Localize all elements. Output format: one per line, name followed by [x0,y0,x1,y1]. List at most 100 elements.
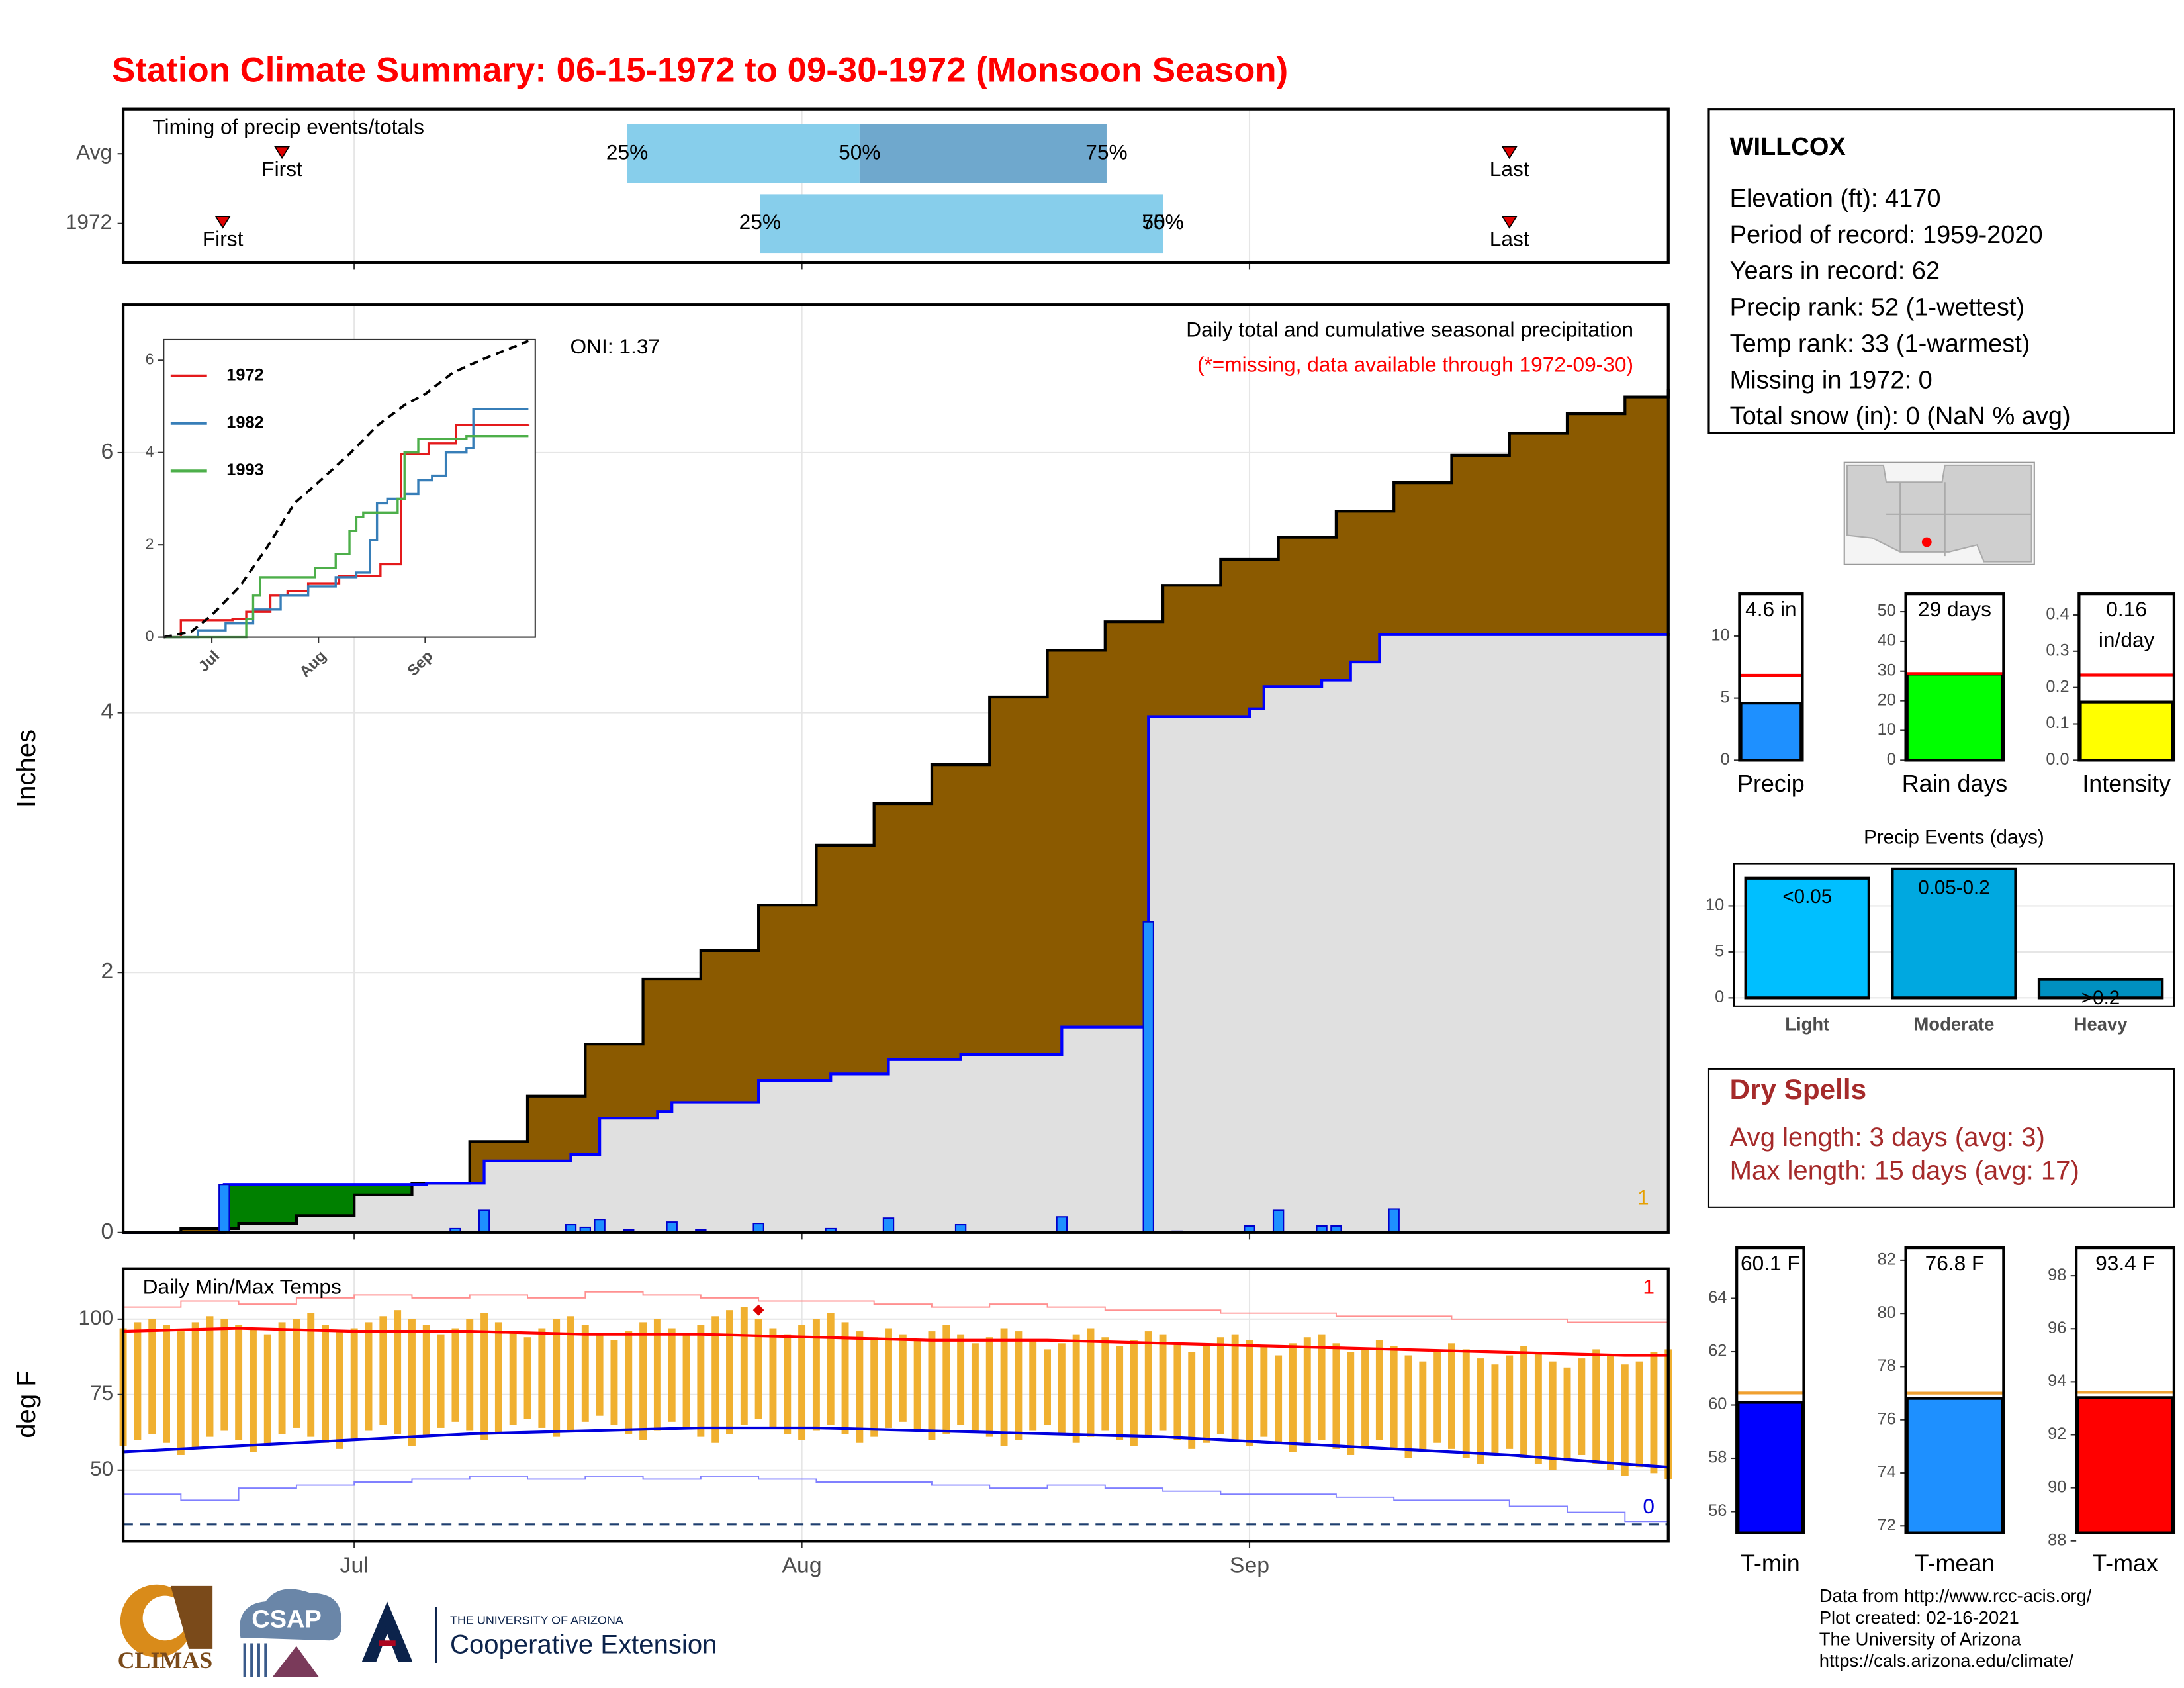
daily-temp-bar [985,1337,993,1437]
inset-frame [163,338,536,638]
count-label: 1 [1637,1186,1649,1209]
daily-temp-bar [1318,1334,1326,1440]
y-tick-label: 98 [2048,1266,2066,1284]
extension-text: Cooperative Extension [450,1630,717,1659]
daily-temp-bar [567,1316,574,1431]
category-label: Moderate [1913,1014,1994,1035]
bar [2079,700,2174,762]
bar [2076,1396,2174,1534]
daily-bar [1272,1209,1285,1233]
daily-temp-bar [177,1331,185,1455]
daily-temp-bar [711,1316,719,1443]
daily-temp-bar [1260,1346,1268,1437]
daily-temp-bar [350,1328,358,1440]
daily-temp-bar [697,1325,705,1437]
daily-temp-bar [379,1316,387,1425]
value-label: 93.4 F [2095,1252,2155,1276]
daily-temp-bar [263,1334,271,1446]
daily-bar [478,1209,490,1233]
csap-rain [243,1643,267,1677]
station-info: Precip rank: 52 (1-wettest) [1730,294,2025,322]
plot-frame [1733,863,2175,1007]
climas-text: CLIMAS [118,1647,213,1673]
plot-frame [121,107,1670,264]
station-info: Elevation (ft): 4170 [1730,185,1941,212]
y-tick-label: 2 [101,959,114,984]
footer-text: Plot created: 02-16-2021 [1819,1607,2019,1628]
climas-logo-shape [170,1585,213,1649]
daily-temp-bar [1303,1337,1311,1446]
daily-temp-bar [1216,1337,1224,1434]
bar [1739,702,1803,762]
bar [2037,978,2164,1000]
daily-temp-bar [581,1325,589,1422]
y-tick-label: 50 [90,1456,113,1480]
daily-temp-bar [1607,1355,1614,1470]
daily-temp-bar [1621,1364,1629,1476]
daily-temp-bar [668,1328,676,1422]
y-tick-label: 94 [2048,1372,2066,1390]
daily-temp-bar [1289,1343,1297,1452]
quartile-bar [760,194,1163,254]
bar [1905,673,2004,762]
value-label: 76.8 F [1925,1252,1985,1276]
y-tick-label: 6 [146,350,154,367]
daily-temp-bar [798,1325,806,1440]
daily-temp-bar [682,1334,690,1428]
footer-text: The University of Arizona [1819,1628,2022,1649]
value-label: 4.6 in [1745,598,1797,622]
daily-temp-bar [1361,1349,1369,1446]
daily-temp-bar [365,1322,373,1431]
y-tick-label: 4 [101,699,114,724]
daily-temp-bar [1506,1355,1514,1449]
dry-spells-info: Avg length: 3 days (avg: 3) [1730,1123,2045,1152]
avg-max-line [123,1327,1668,1357]
location-map [1843,461,2035,565]
y-tick-label: 10 [1878,720,1896,739]
daily-temp-bar [1188,1352,1196,1449]
ua-logo [361,1601,413,1662]
daily-temp-bar [610,1340,618,1425]
y-tick-label: 5 [1721,688,1730,706]
y-tick-label: 100 [78,1305,113,1329]
daily-temp-bar [1375,1340,1383,1440]
daily-temp-bar [596,1334,604,1416]
university-text: THE UNIVERSITY OF ARIZONA [450,1613,623,1626]
plot-frame [1904,1246,2005,1534]
panel-title: Precip Events (days) [1864,826,2044,848]
daily-temp-bar [191,1322,199,1449]
y-tick-label: 90 [2048,1477,2066,1496]
y-tick-label: 0 [146,628,154,645]
y-axis-label: deg F [12,1370,41,1438]
daily-bar [1056,1216,1068,1233]
y-tick-label: 60 [1708,1395,1727,1413]
plot-frame [2077,592,2176,762]
bin-label: >0.2 [2081,987,2120,1009]
category-label: T-max [2092,1550,2158,1577]
climas-logo-inner [142,1595,188,1641]
panel-title: Timing of precip events/totals [152,115,424,139]
chart-title: Station Climate Summary: 06-15-1972 to 0… [112,51,1288,90]
daily-temp-bar [1448,1343,1455,1449]
csap-text: CSAP [251,1606,322,1634]
daily-temp-bar [553,1319,561,1437]
daily-temp-bar [1347,1352,1355,1455]
daily-temp-bar [1433,1352,1441,1443]
quartile-label: 75% [1085,140,1127,164]
daily-temp-bar [1275,1355,1283,1443]
subtitle: Daily total and cumulative seasonal prec… [1186,318,1633,342]
daily-temp-bar [220,1319,228,1431]
y-tick-label: 72 [1878,1516,1896,1534]
daily-bar [218,1184,230,1233]
logos: CLIMAS CSAP THE UNIVERSITY OF ARIZONA Co… [118,1584,717,1677]
dry-spells-title: Dry Spells [1730,1074,1866,1105]
category-label: Precip [1737,771,1805,797]
series-line [163,424,530,639]
daily-temp-bar [1578,1358,1586,1455]
daily-temp-bar [971,1343,979,1431]
avg-min-line [122,1426,1668,1469]
daily-temp-bar [163,1325,170,1443]
y-tick-label: 80 [1878,1303,1896,1322]
daily-temp-bar [1173,1343,1181,1440]
